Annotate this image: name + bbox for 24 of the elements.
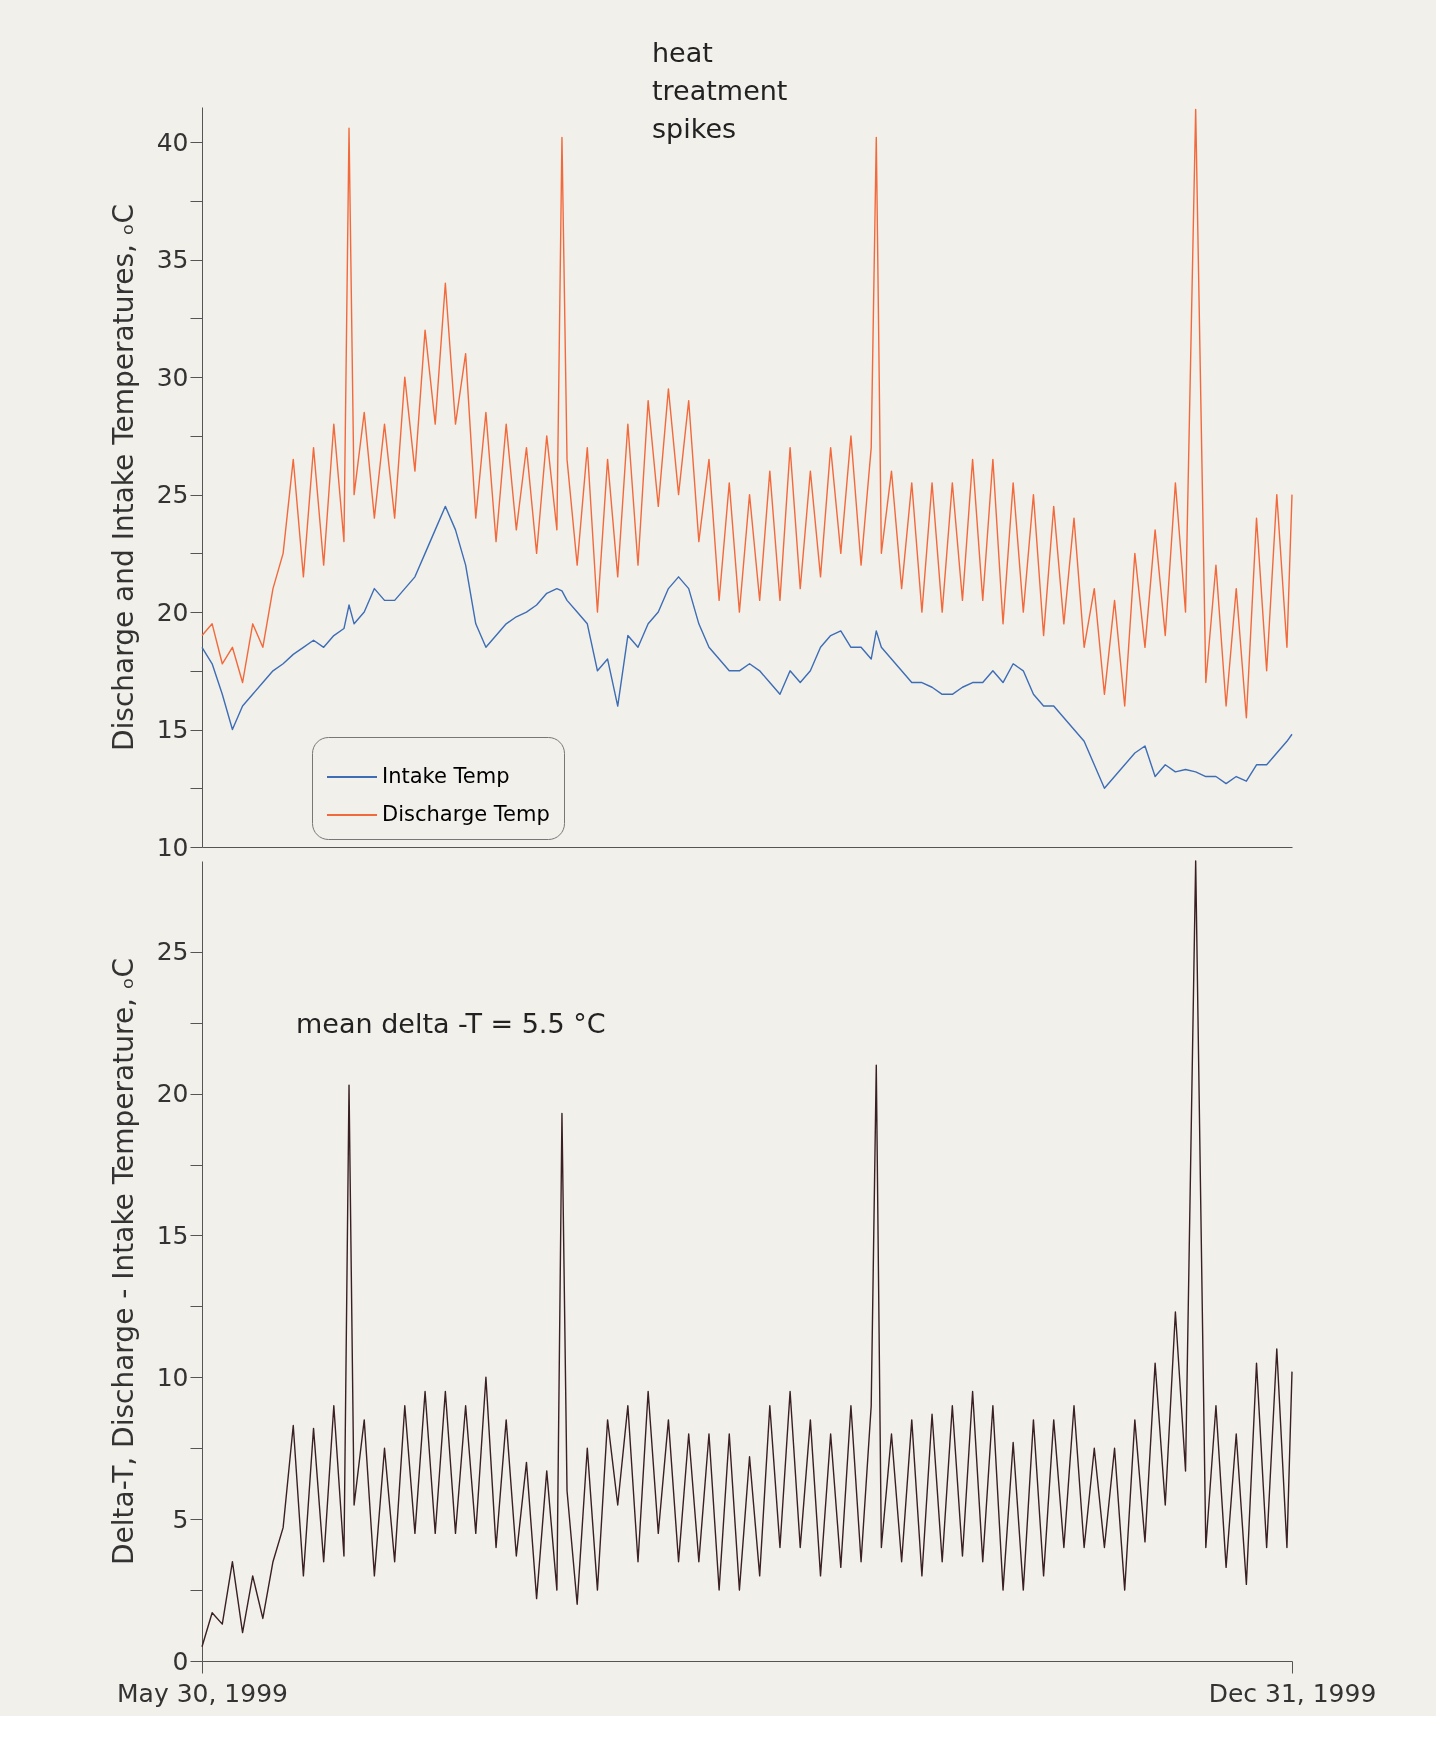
y-tick-label: 35 <box>156 245 189 275</box>
y-tick-label: 0 <box>172 1646 189 1676</box>
annotation: mean delta -T = 5.5 °C <box>296 1008 606 1039</box>
line-series <box>201 108 1293 719</box>
y-axis-title: Delta-T, Discharge - Intake Temperature, ₒC <box>106 957 140 1566</box>
y-tick-label: 10 <box>156 1362 189 1392</box>
y-tick-label: 25 <box>156 937 189 967</box>
y-tick-label: 20 <box>156 597 189 627</box>
y-tick-label: 25 <box>156 480 189 510</box>
y-tick-label: 30 <box>156 362 189 392</box>
y-tick-label: 5 <box>172 1504 189 1534</box>
legend-label: Discharge Temp <box>382 802 550 826</box>
y-tick-label: 20 <box>156 1079 189 1109</box>
x-tick-label: Dec 31, 1999 <box>1208 1678 1377 1708</box>
y-tick-label: 40 <box>156 127 189 157</box>
line-series <box>201 860 1293 1648</box>
y-tick-label: 15 <box>156 1220 189 1250</box>
y-axis-title: Discharge and Intake Temperatures, ₒC <box>106 203 140 752</box>
y-tick-label: 10 <box>156 832 189 862</box>
legend-label: Intake Temp <box>382 764 510 788</box>
annotation: heat treatment spikes <box>652 37 788 144</box>
y-tick-label: 15 <box>156 715 189 745</box>
line-series <box>201 505 1293 789</box>
x-tick-label: May 30, 1999 <box>117 1678 288 1708</box>
